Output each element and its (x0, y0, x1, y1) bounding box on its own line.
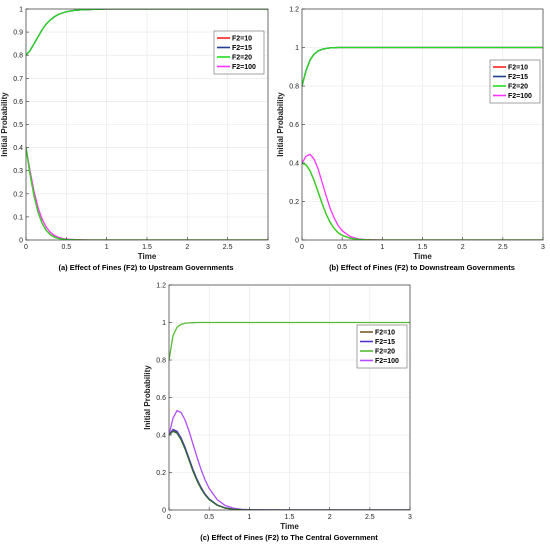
x-tick-label: 2.5 (498, 244, 508, 251)
legend-entry: F2=10 (232, 36, 252, 43)
x-tick-label: 1.5 (285, 514, 295, 521)
x-tick-label: 0.5 (337, 244, 347, 251)
legend-entry: F2=15 (375, 339, 395, 346)
x-tick-label: 1 (105, 244, 109, 251)
chart-a: 0 0.5 1 1.5 2 2.5 3 0 0.1 0.2 0.3 0.4 0.5 0.6 0.7 0.8 0.… (0, 7, 270, 273)
series-line (169, 321, 410, 361)
y-tick-label: 0.5 (13, 122, 23, 129)
legend-entry: F2=100 (232, 64, 256, 71)
legend-entry: F2=100 (375, 358, 399, 365)
y-tick-label: 1 (295, 45, 299, 52)
y-tick-label: 0.6 (13, 99, 23, 106)
legend: F2=10 F2=15 F2=20 F2=100 (356, 324, 408, 369)
x-tick-label: 2 (185, 244, 189, 251)
y-tick-label: 0.6 (156, 395, 166, 402)
y-axis-label: Initial Probability (0, 92, 9, 157)
series-line (169, 430, 410, 510)
y-tick-label: 1 (162, 320, 166, 327)
x-tick-label: 0.5 (204, 514, 214, 521)
legend-entry: F2=20 (232, 55, 252, 62)
y-tick-label: 1.2 (156, 283, 166, 290)
legend-entry: F2=100 (508, 93, 532, 100)
legend-entry: F2=10 (508, 65, 528, 72)
chart-caption: (b) Effect of Fines (F2) to Downstream G… (329, 263, 515, 272)
y-tick-label: 0.8 (156, 358, 166, 365)
y-tick-label: 0.1 (13, 214, 23, 221)
y-tick-label: 0.2 (156, 470, 166, 477)
chart-b: 0 0.5 1 1.5 2 2.5 3 0 0.2 0.4 0.6 0.8 1 1.2 Time Initia… (276, 7, 545, 273)
y-tick-label: 1 (19, 7, 23, 14)
legend-entry: F2=20 (508, 84, 528, 91)
x-axis-label: Time (280, 522, 299, 531)
x-tick-label: 2 (461, 244, 465, 251)
y-axis-label: Initial Probability (143, 365, 152, 430)
x-tick-label: 0 (167, 514, 171, 521)
x-tick-label: 0.5 (61, 244, 71, 251)
legend-entry: F2=20 (375, 349, 395, 356)
y-tick-label: 0.4 (156, 433, 166, 440)
y-tick-label: 1.2 (289, 7, 299, 14)
x-axis-label: Time (138, 252, 157, 261)
x-tick-label: 3 (266, 244, 270, 251)
x-tick-label: 0 (300, 244, 304, 251)
x-tick-label: 2.5 (365, 514, 375, 521)
y-axis-label: Initial Probability (276, 92, 285, 157)
legend: F2=10 F2=15 F2=20 F2=100 (489, 59, 541, 104)
y-tick-label: 0.9 (13, 30, 23, 37)
y-tick-label: 0 (295, 238, 299, 245)
chart-c: 0 0.5 1 1.5 2 2.5 3 0 0.2 0.4 0.6 0.8 1 1.2 Time Initia… (143, 283, 412, 543)
y-tick-label: 0.8 (289, 84, 299, 91)
x-tick-label: 2.5 (223, 244, 233, 251)
x-tick-label: 1.5 (418, 244, 428, 251)
y-tick-label: 0.6 (289, 122, 299, 129)
legend-entry: F2=15 (232, 45, 252, 52)
y-tick-label: 0.2 (289, 199, 299, 206)
legend-entry: F2=15 (508, 74, 528, 81)
legend-entry: F2=10 (375, 330, 395, 337)
x-tick-label: 1 (380, 244, 384, 251)
y-tick-label: 0.3 (13, 168, 23, 175)
y-tick-label: 0.4 (13, 145, 23, 152)
y-tick-label: 0.2 (13, 191, 23, 198)
legend: F2=10 F2=15 F2=20 F2=100 (213, 30, 265, 75)
y-tick-label: 0.4 (289, 161, 299, 168)
series-line (302, 153, 543, 240)
x-tick-label: 2 (328, 514, 332, 521)
y-tick-label: 0.7 (13, 76, 23, 83)
x-tick-label: 3 (408, 514, 412, 521)
chart-caption: (a) Effect of Fines (F2) to Upstream Gov… (58, 263, 233, 272)
chart-caption: (c) Effect of Fines (F2) to The Central … (200, 533, 378, 542)
x-tick-label: 3 (541, 244, 545, 251)
x-tick-label: 0 (24, 244, 28, 251)
x-axis-label: Time (413, 252, 432, 261)
series-line (26, 9, 268, 56)
y-tick-label: 0 (162, 508, 166, 515)
y-tick-label: 0 (19, 238, 23, 245)
x-tick-label: 1 (247, 514, 251, 521)
y-tick-label: 0.8 (13, 53, 23, 60)
series-line (302, 162, 543, 240)
x-tick-label: 1.5 (142, 244, 152, 251)
series-line (302, 46, 543, 87)
